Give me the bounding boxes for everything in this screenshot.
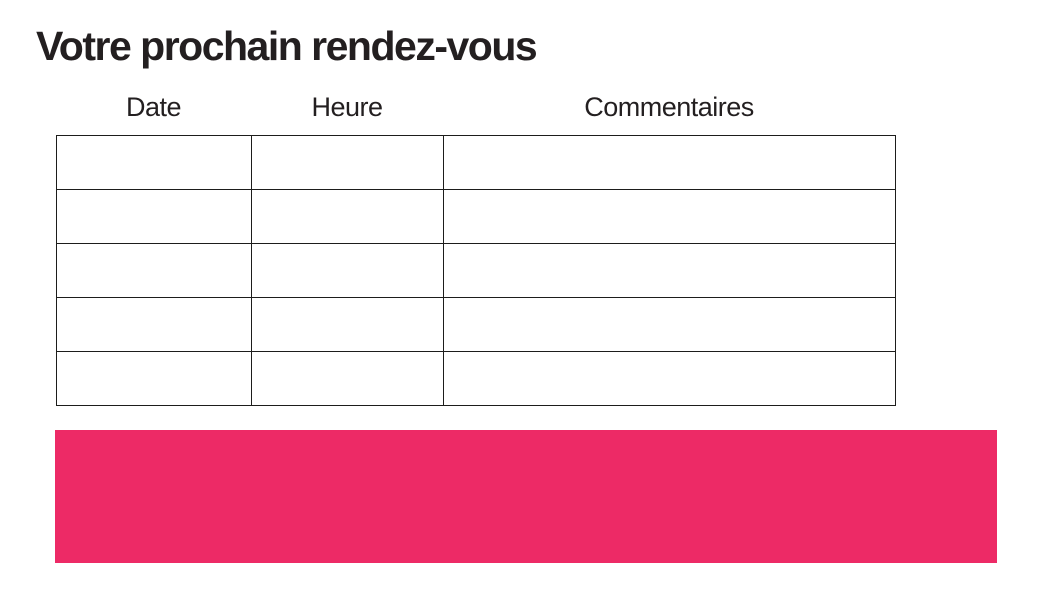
column-header-date: Date bbox=[125, 92, 182, 122]
cell-heure bbox=[251, 134, 444, 191]
table-row bbox=[56, 351, 896, 407]
cell-commentaires bbox=[443, 297, 896, 353]
table-row bbox=[56, 297, 896, 353]
column-header-commentaires: Commentaires bbox=[584, 92, 754, 122]
cell-commentaires bbox=[443, 351, 896, 407]
cell-commentaires bbox=[443, 243, 896, 299]
appointments-table bbox=[56, 134, 896, 407]
cell-date bbox=[56, 351, 252, 407]
accent-bar bbox=[55, 430, 997, 563]
cell-date bbox=[56, 243, 252, 299]
cell-date bbox=[56, 134, 252, 191]
table-column-headers: Date Heure Commentaires bbox=[56, 92, 895, 123]
column-header-heure: Heure bbox=[311, 92, 383, 122]
cell-commentaires bbox=[443, 189, 896, 245]
cell-heure bbox=[251, 243, 444, 299]
cell-heure bbox=[251, 351, 444, 407]
table-row bbox=[56, 243, 896, 299]
cell-heure bbox=[251, 189, 444, 245]
cell-heure bbox=[251, 297, 444, 353]
cell-date bbox=[56, 297, 252, 353]
table-row bbox=[56, 134, 896, 191]
page-title: Votre prochain rendez-vous bbox=[36, 23, 538, 69]
table-row bbox=[56, 189, 896, 245]
cell-commentaires bbox=[443, 134, 896, 191]
cell-date bbox=[56, 189, 252, 245]
